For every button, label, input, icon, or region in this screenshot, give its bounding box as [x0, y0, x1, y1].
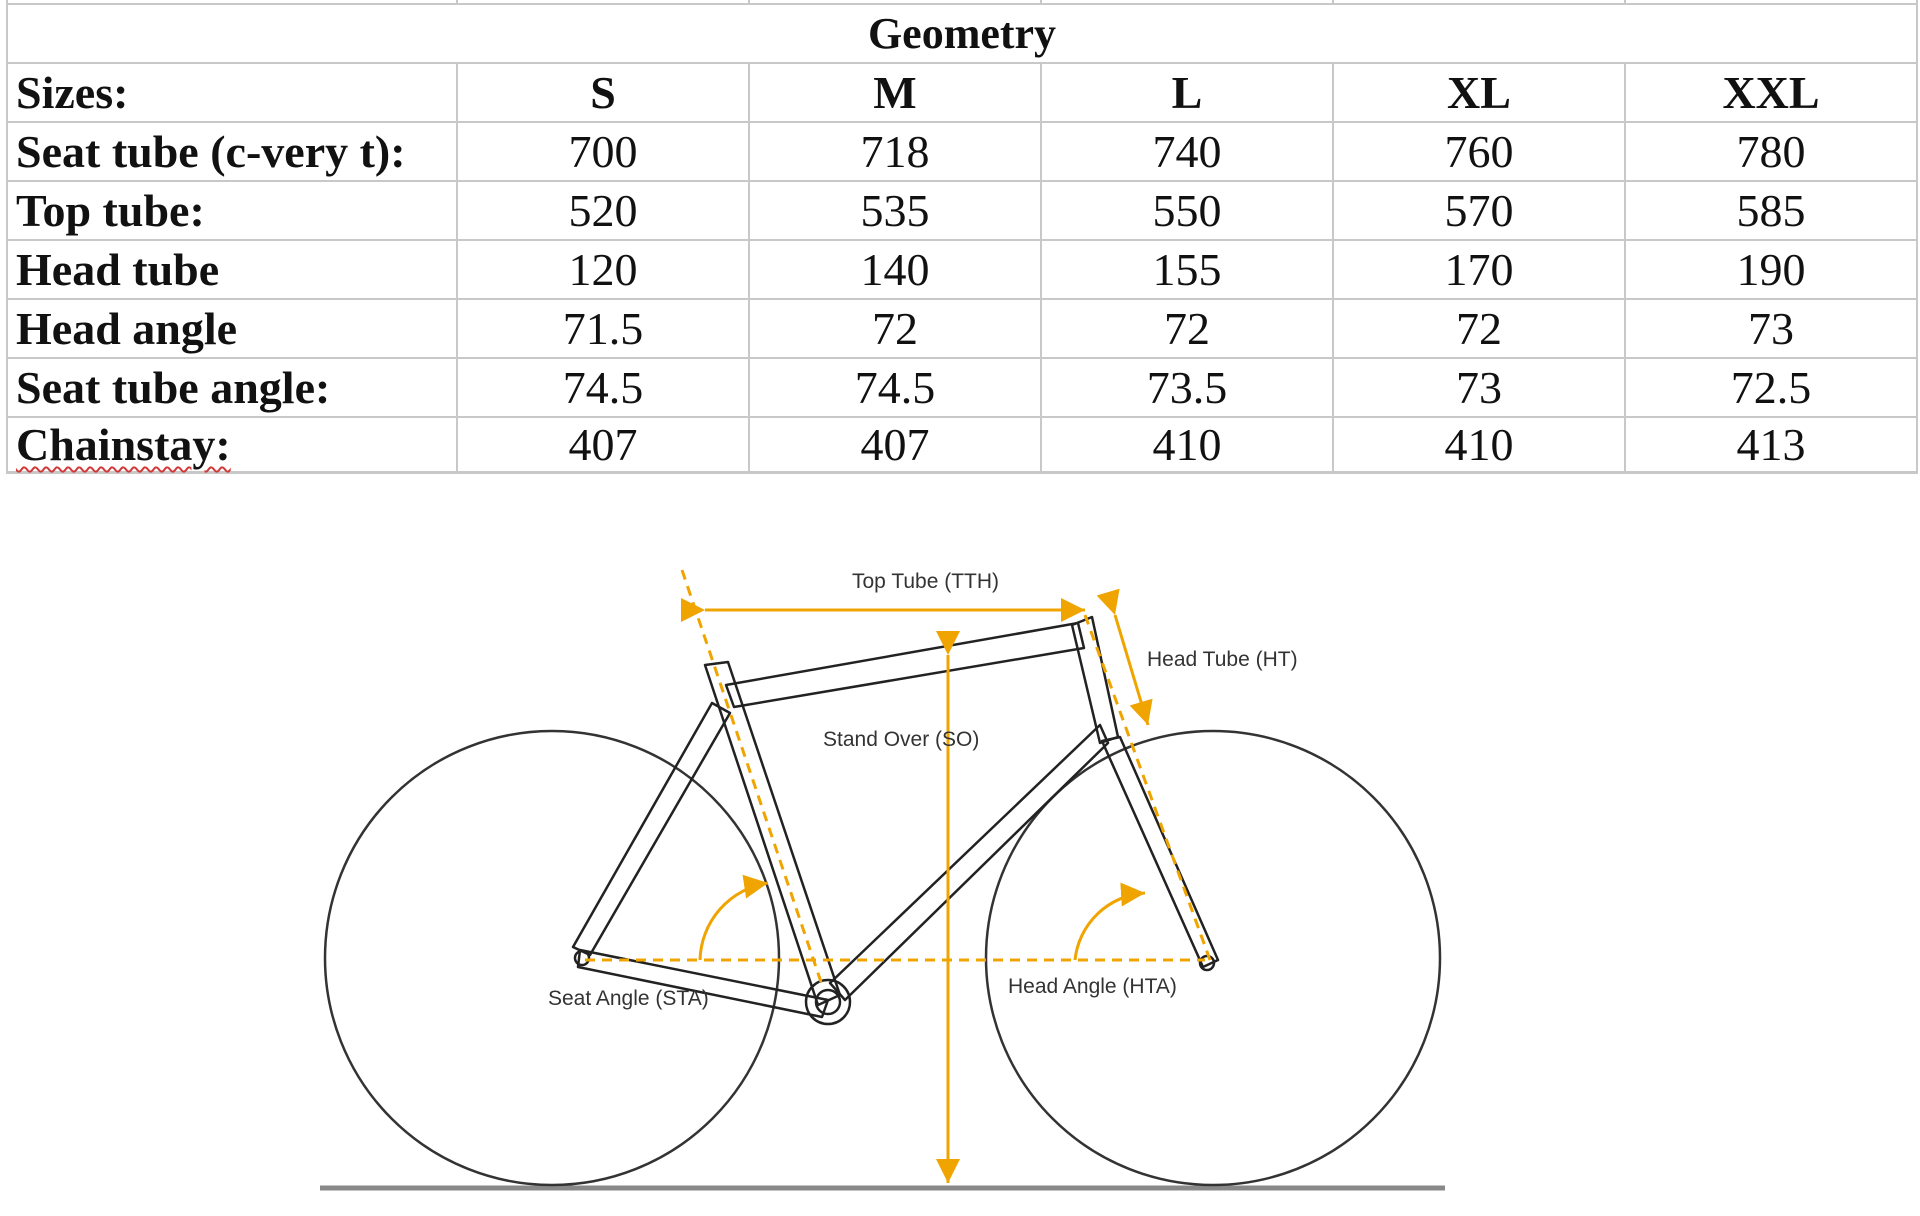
table-cell[interactable]: 73	[1624, 298, 1918, 359]
table-cell[interactable]: 718	[748, 121, 1042, 182]
size-header-l[interactable]: L	[1040, 62, 1334, 123]
row-label-head-tube[interactable]: Head tube	[6, 239, 458, 300]
table-cell[interactable]: 570	[1332, 180, 1626, 241]
geometry-table: Geometry Sizes: S M L XL XXL Seat tube (…	[6, 0, 1918, 474]
bike-diagram-svg: Top Tube (TTH) Head Tube (HT) Stand Over…	[320, 569, 1445, 1191]
table-cell[interactable]: 407	[748, 416, 1042, 474]
stand-over-label: Stand Over (SO)	[823, 728, 979, 751]
row-label-head-angle[interactable]: Head angle	[6, 298, 458, 359]
table-cell[interactable]: 170	[1332, 239, 1626, 300]
table-cell[interactable]: 72	[748, 298, 1042, 359]
row-label-top-tube[interactable]: Top tube:	[6, 180, 458, 241]
table-cell[interactable]: 74.5	[456, 357, 750, 418]
spellcheck-marked-text: Chainstay:	[16, 419, 231, 470]
table-cell[interactable]: 72.5	[1624, 357, 1918, 418]
row-label-seat-tube-angle[interactable]: Seat tube angle:	[6, 357, 458, 418]
table-cell[interactable]: 72	[1040, 298, 1334, 359]
size-header-xxl[interactable]: XXL	[1624, 62, 1918, 123]
table-row: Top tube: 520 535 550 570 585	[6, 180, 1918, 241]
table-row: Seat tube angle: 74.5 74.5 73.5 73 72.5	[6, 357, 1918, 418]
table-cell[interactable]: 413	[1624, 416, 1918, 474]
front-wheel	[984, 729, 1442, 1187]
table-cell[interactable]: 780	[1624, 121, 1918, 182]
table-cell[interactable]: 120	[456, 239, 750, 300]
size-header-s[interactable]: S	[456, 62, 750, 123]
table-cell[interactable]: 73	[1332, 357, 1626, 418]
row-label-seat-tube[interactable]: Seat tube (c-very t):	[6, 121, 458, 182]
geometry-sheet: Geometry Sizes: S M L XL XXL Seat tube (…	[6, 0, 1918, 474]
table-cell[interactable]: 700	[456, 121, 750, 182]
table-cell[interactable]: 140	[748, 239, 1042, 300]
table-cell[interactable]: 585	[1624, 180, 1918, 241]
table-row: Chainstay: 407 407 410 410 413	[6, 416, 1918, 474]
size-header-m[interactable]: M	[748, 62, 1042, 123]
table-title[interactable]: Geometry	[6, 3, 1918, 64]
table-cell[interactable]: 410	[1040, 416, 1334, 474]
table-cell[interactable]: 407	[456, 416, 750, 474]
row-label-chainstay[interactable]: Chainstay:	[6, 416, 458, 474]
table-top-edge	[6, 0, 1918, 5]
sizes-label[interactable]: Sizes:	[6, 62, 458, 123]
table-cell[interactable]: 535	[748, 180, 1042, 241]
size-header-xl[interactable]: XL	[1332, 62, 1626, 123]
table-cell[interactable]: 74.5	[748, 357, 1042, 418]
table-cell[interactable]: 155	[1040, 239, 1334, 300]
head-angle-label: Head Angle (HTA)	[1008, 975, 1177, 998]
rear-wheel	[323, 729, 781, 1187]
table-row: Head tube 120 140 155 170 190	[6, 239, 1918, 300]
table-cell[interactable]: 550	[1040, 180, 1334, 241]
table-cell[interactable]: 72	[1332, 298, 1626, 359]
table-cell[interactable]: 73.5	[1040, 357, 1334, 418]
measurement-lines	[585, 569, 1212, 1183]
table-cell[interactable]: 190	[1624, 239, 1918, 300]
table-row: Head angle 71.5 72 72 72 73	[6, 298, 1918, 359]
sizes-row: Sizes: S M L XL XXL	[6, 62, 1918, 123]
seat-angle-label: Seat Angle (STA)	[548, 987, 709, 1010]
head-tube-label: Head Tube (HT)	[1147, 648, 1298, 671]
bike-frame	[571, 615, 1220, 1026]
table-cell[interactable]: 740	[1040, 121, 1334, 182]
table-cell[interactable]: 71.5	[456, 298, 750, 359]
table-row: Seat tube (c-very t): 700 718 740 760 78…	[6, 121, 1918, 182]
table-cell[interactable]: 760	[1332, 121, 1626, 182]
table-cell[interactable]: 410	[1332, 416, 1626, 474]
bike-geometry-diagram: Top Tube (TTH) Head Tube (HT) Stand Over…	[0, 505, 1920, 1211]
top-tube-label: Top Tube (TTH)	[852, 570, 999, 593]
title-row: Geometry	[6, 3, 1918, 64]
table-cell[interactable]: 520	[456, 180, 750, 241]
